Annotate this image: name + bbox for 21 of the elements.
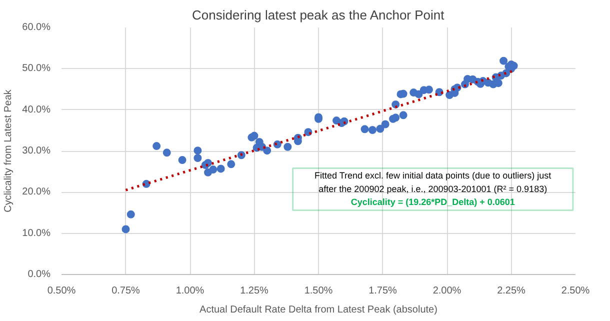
x-tick-label: 1.75%: [368, 286, 398, 296]
x-tick-label: 2.25%: [497, 286, 526, 296]
x-tick-label: 1.50%: [304, 286, 333, 296]
y-tick-label: 30.0%: [22, 146, 51, 156]
x-tick-label: 2.50%: [561, 286, 590, 296]
annotation: Fitted Trend excl. few initial data points (due to outliers) just after the 200902 peak, i.e., 200903-201001 (R² = 0.9183): [314, 170, 552, 194]
x-tick-label: 0.50%: [47, 286, 76, 296]
x-tick-label: 1.25%: [240, 286, 269, 296]
x-axis-title: Actual Default Rate Delta from Latest Peak (absolute): [200, 304, 438, 316]
x-tick-label: 0.75%: [112, 286, 140, 296]
y-tick-label: 20.0%: [22, 186, 51, 198]
y-tick-label: 50.0%: [22, 63, 51, 74]
y-tick-label: 0.0%: [28, 269, 51, 280]
x-tick-label: 1.00%: [176, 286, 204, 296]
y-tick-label: 60.0%: [22, 22, 51, 33]
y-tick-label: 40.0%: [22, 104, 51, 116]
y-tick-label: 10.0%: [22, 228, 51, 239]
annotation: Cyclicality = (19.26*PD_Delta) + 0.0601: [350, 197, 515, 208]
chart-title: Considering latest peak as the Anchor Point: [192, 8, 445, 22]
y-axis-title: Cyclicality from Latest Peak: [3, 88, 14, 212]
x-tick-label: 2.00%: [432, 286, 462, 296]
